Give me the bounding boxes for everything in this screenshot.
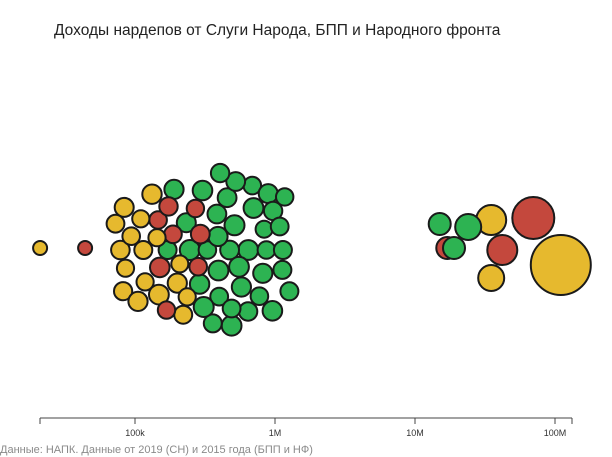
deputy-bubble-green[interactable] <box>175 212 197 234</box>
deputy-bubble-yellow[interactable] <box>173 304 194 325</box>
deputy-bubble-red[interactable] <box>158 196 179 217</box>
deputy-bubble-green[interactable] <box>191 179 214 202</box>
deputy-bubble-yellow[interactable] <box>166 272 188 294</box>
deputy-bubble-green[interactable] <box>256 240 277 260</box>
deputy-bubble-red[interactable] <box>189 223 211 245</box>
deputy-bubble-red[interactable] <box>486 234 519 266</box>
deputy-bubble-yellow[interactable] <box>529 234 592 296</box>
deputy-bubble-yellow[interactable] <box>477 264 506 292</box>
deputy-bubble-yellow[interactable] <box>177 287 197 307</box>
deputy-bubble-green[interactable] <box>202 313 223 334</box>
deputy-bubble-green[interactable] <box>252 262 274 284</box>
deputy-bubble-green[interactable] <box>442 236 466 260</box>
deputy-bubble-yellow[interactable] <box>113 281 134 302</box>
deputy-bubble-yellow[interactable] <box>110 239 131 261</box>
deputy-bubble-red[interactable] <box>163 224 183 245</box>
deputy-bubble-yellow[interactable] <box>141 183 163 205</box>
deputy-bubble-yellow[interactable] <box>133 240 154 260</box>
deputy-bubble-red[interactable] <box>149 256 171 279</box>
deputy-bubble-green[interactable] <box>219 239 241 261</box>
deputy-bubble-red[interactable] <box>188 256 208 277</box>
deputy-bubble-green[interactable] <box>228 255 250 278</box>
deputy-bubble-red[interactable] <box>511 196 556 240</box>
deputy-bubble-green[interactable] <box>257 183 279 205</box>
x-axis-tick-label: 1M <box>269 428 282 438</box>
deputy-bubble-green[interactable] <box>261 300 284 322</box>
source-note: Данные: НАПК. Данные от 2019 (СН) и 2015… <box>0 444 313 456</box>
deputy-bubble-green[interactable] <box>454 213 483 241</box>
deputy-bubble-green[interactable] <box>220 314 243 337</box>
deputy-bubble-green[interactable] <box>249 286 270 307</box>
deputy-bubble-red[interactable] <box>77 240 94 256</box>
deputy-bubble-green[interactable] <box>230 276 252 298</box>
deputy-bubble-yellow[interactable] <box>170 254 190 274</box>
deputy-bubble-green[interactable] <box>272 259 293 280</box>
deputy-bubble-green[interactable] <box>207 225 229 248</box>
deputy-bubble-yellow[interactable] <box>131 209 151 229</box>
deputy-bubble-yellow[interactable] <box>121 226 141 246</box>
deputy-bubble-green[interactable] <box>275 187 295 207</box>
chart-title: Доходы нардепов от Слуги Народа, БПП и Н… <box>54 22 501 39</box>
deputy-bubble-green[interactable] <box>237 301 259 322</box>
deputy-bubble-yellow[interactable] <box>105 213 126 234</box>
deputy-bubble-green[interactable] <box>269 216 290 237</box>
x-axis: 100k 1M 10M 100M <box>39 417 573 438</box>
deputy-bubble-green[interactable] <box>207 259 230 282</box>
deputy-bubble-green[interactable] <box>279 281 300 302</box>
deputy-bubble-green[interactable] <box>163 178 185 200</box>
deputy-bubble-green[interactable] <box>216 187 238 209</box>
deputy-bubble-green[interactable] <box>254 219 274 239</box>
deputy-bubble-yellow[interactable] <box>115 258 136 278</box>
deputy-bubble-yellow[interactable] <box>135 272 155 292</box>
deputy-bubble-green[interactable] <box>272 240 293 260</box>
deputy-bubble-green[interactable] <box>206 203 228 225</box>
deputy-bubble-green[interactable] <box>209 286 230 307</box>
deputy-bubble-green[interactable] <box>209 162 231 184</box>
deputy-bubble-yellow[interactable] <box>32 240 49 256</box>
deputy-bubble-yellow[interactable] <box>147 228 167 248</box>
deputy-bubble-green[interactable] <box>225 171 247 192</box>
deputy-bubble-red[interactable] <box>185 198 206 219</box>
bubbles-layer <box>32 162 592 337</box>
deputy-bubble-red[interactable] <box>156 300 177 320</box>
deputy-bubble-yellow[interactable] <box>113 196 135 218</box>
x-axis-tick-label: 100k <box>125 428 145 438</box>
x-axis-tick-label: 10M <box>406 428 424 438</box>
deputy-bubble-green[interactable] <box>221 298 242 319</box>
deputy-bubble-yellow[interactable] <box>127 290 149 312</box>
deputy-bubble-green[interactable] <box>427 212 452 236</box>
deputy-bubble-green[interactable] <box>192 296 215 318</box>
deputy-bubble-green[interactable] <box>223 214 246 237</box>
deputy-bubble-green[interactable] <box>242 197 265 219</box>
x-axis-tick-label: 100M <box>544 428 567 438</box>
